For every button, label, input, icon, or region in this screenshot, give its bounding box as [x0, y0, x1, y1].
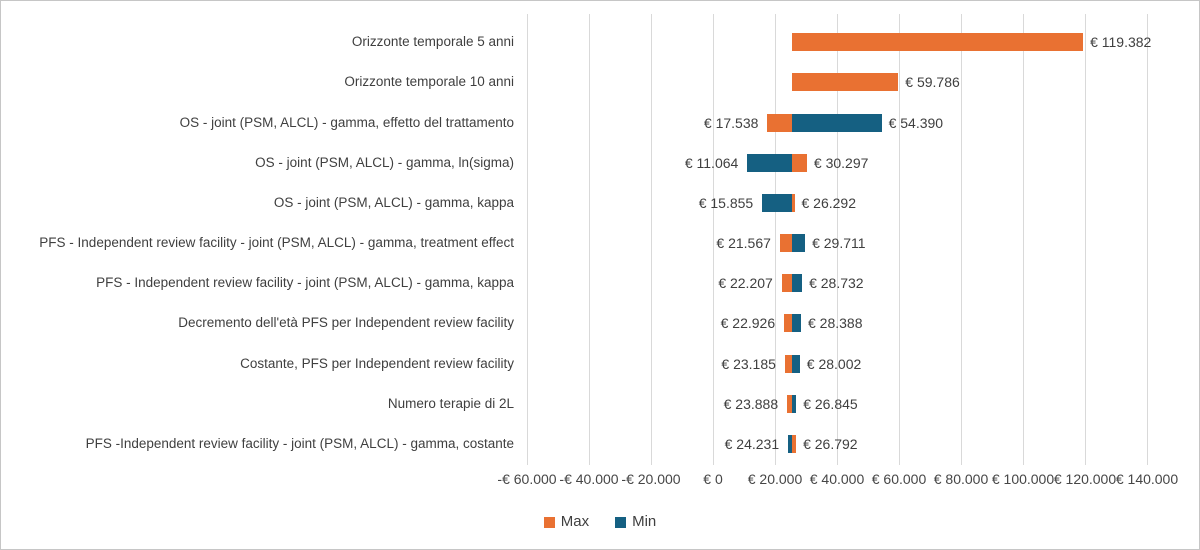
- legend-label: Min: [632, 513, 657, 530]
- x-axis-tick-label: € 20.000: [747, 471, 803, 487]
- value-label-left: € 22.926: [720, 315, 776, 332]
- bar-max: [787, 394, 793, 413]
- category-label: PFS - Independent review facility - join…: [96, 275, 514, 291]
- bar-max: [779, 234, 793, 252]
- value-label-right: € 30.297: [813, 154, 869, 171]
- value-label-left: € 11.064: [684, 154, 739, 171]
- bar-max: [792, 153, 807, 172]
- value-label-right: € 59.786: [905, 74, 960, 91]
- bar-min: [788, 434, 792, 453]
- x-axis-tick-label: -€ 20.000: [621, 471, 681, 487]
- category-label: Costante, PFS per Independent review fac…: [240, 355, 514, 371]
- x-axis-tick-label: € 40.000: [809, 471, 865, 487]
- category-label: OS - joint (PSM, ALCL) - gamma, kappa: [273, 194, 514, 210]
- bar-max: [792, 434, 796, 453]
- legend-item-max: Max: [543, 513, 590, 531]
- x-axis-tick-label: € 140.000: [1115, 471, 1179, 487]
- gridline: [899, 14, 900, 465]
- bar-min: [792, 113, 882, 132]
- category-label: PFS - Independent review facility - join…: [39, 235, 514, 250]
- x-axis-tick-label: € 0: [703, 471, 723, 487]
- category-label: Orizzonte temporale 10 anni: [344, 74, 514, 90]
- category-label: OS - joint (PSM, ALCL) - gamma, effetto …: [179, 114, 514, 130]
- value-label-left: € 24.231: [724, 435, 780, 452]
- gridline: [1023, 14, 1024, 465]
- value-label-left: € 15.855: [698, 194, 754, 211]
- bar-min: [792, 314, 801, 333]
- bar-min: [792, 394, 797, 413]
- legend-label: Max: [560, 513, 590, 530]
- bar-max: [792, 73, 899, 92]
- bar-min: [747, 153, 793, 172]
- gridline: [589, 14, 590, 465]
- x-axis-tick-label: € 120.000: [1053, 471, 1117, 487]
- gridline: [527, 14, 528, 465]
- bar-max: [784, 314, 793, 333]
- value-label-left: € 21.567: [716, 235, 771, 251]
- value-label-left: € 23.185: [721, 355, 776, 372]
- x-axis-tick-label: -€ 40.000: [559, 471, 619, 487]
- category-label: Decremento dell'età PFS per Independent …: [178, 315, 514, 331]
- value-label-right: € 119.382: [1090, 34, 1152, 51]
- category-label: OS - joint (PSM, ALCL) - gamma, ln(sigma…: [255, 154, 514, 170]
- x-axis-tick-label: € 80.000: [933, 471, 989, 487]
- gridline: [775, 14, 776, 465]
- bar-max: [792, 33, 1083, 52]
- value-label-right: € 26.845: [803, 395, 858, 412]
- value-label-left: € 22.207: [718, 275, 773, 292]
- gridline: [651, 14, 652, 465]
- bar-min: [792, 274, 802, 293]
- bar-min: [792, 354, 800, 373]
- gridline: [837, 14, 838, 465]
- bar-max: [784, 354, 793, 373]
- bar-min: [762, 193, 793, 212]
- category-label: Orizzonte temporale 5 anni: [351, 34, 514, 50]
- x-axis-tick-label: € 100.000: [991, 471, 1055, 487]
- bar-max: [767, 113, 793, 132]
- gridline: [713, 14, 714, 465]
- gridline: [961, 14, 962, 465]
- gridline: [1085, 14, 1086, 465]
- bar-max: [781, 274, 792, 293]
- value-label-right: € 54.390: [888, 114, 944, 131]
- x-axis-tick-label: -€ 60.000: [497, 471, 557, 487]
- value-label-right: € 26.292: [801, 194, 857, 211]
- value-label-right: € 29.711: [812, 235, 866, 251]
- category-label: Numero terapie di 2L: [387, 395, 514, 411]
- legend-swatch-max: [543, 516, 555, 528]
- x-axis-tick-label: € 60.000: [871, 471, 927, 487]
- value-label-left: € 17.538: [703, 114, 759, 131]
- value-label-right: € 28.388: [808, 315, 863, 332]
- category-label: PFS -Independent review facility - joint…: [85, 435, 514, 451]
- value-label-right: € 26.792: [803, 435, 858, 452]
- gridline: [1147, 14, 1148, 465]
- chart-legend: Max Min: [1, 513, 1199, 531]
- legend-item-min: Min: [615, 513, 656, 531]
- value-label-right: € 28.002: [806, 355, 862, 372]
- value-label-left: € 23.888: [723, 395, 779, 412]
- legend-swatch-min: [615, 516, 627, 528]
- value-label-right: € 28.732: [809, 275, 864, 292]
- bar-min: [792, 234, 806, 252]
- bar-max: [792, 193, 795, 212]
